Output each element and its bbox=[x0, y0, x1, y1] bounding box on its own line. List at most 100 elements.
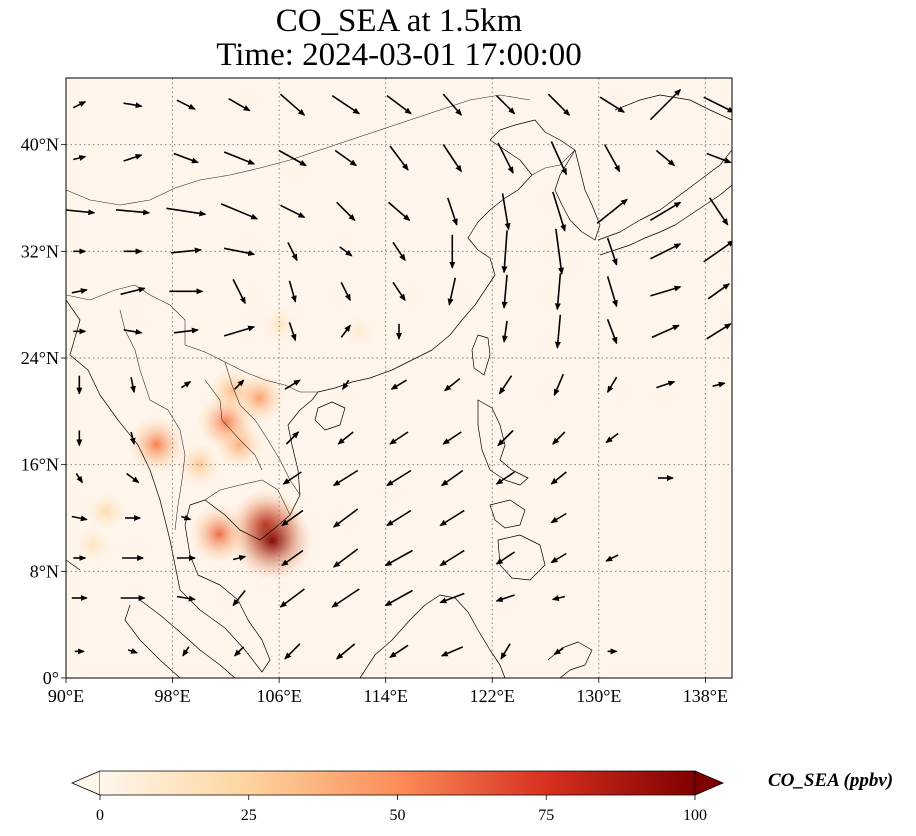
wind-arrow bbox=[605, 432, 619, 444]
wind-arrow bbox=[337, 431, 354, 445]
coastline-borneo bbox=[359, 594, 506, 678]
co-hotspot bbox=[197, 393, 255, 451]
coastline-taiwan bbox=[471, 334, 491, 376]
wind-arrow bbox=[495, 471, 516, 485]
wind-arrow bbox=[342, 379, 350, 390]
longitude-ticks: 90°E 98°E 106°E 114°E 122°E 130°E 138°E bbox=[48, 678, 728, 706]
wind-arrow bbox=[440, 646, 464, 657]
wind-arrow bbox=[498, 375, 513, 395]
lon-tick-label: 90°E bbox=[48, 686, 84, 706]
wind-arrow bbox=[340, 324, 351, 338]
lon-tick-label: 106°E bbox=[257, 686, 302, 706]
coastline-sumatra-west bbox=[66, 559, 81, 571]
wind-arrow bbox=[554, 273, 562, 311]
wind-arrow bbox=[442, 93, 462, 116]
lat-tick-label: 40°N bbox=[21, 135, 59, 155]
wind-arrow bbox=[497, 429, 514, 447]
colorbar-extend-min bbox=[70, 770, 101, 796]
wind-arrow bbox=[439, 549, 465, 567]
latitude-ticks: 0° 8°N 16°N 24°N 32°N 40°N bbox=[21, 135, 66, 688]
coastline-sumatra bbox=[124, 599, 236, 678]
border-india-myanmar bbox=[119, 309, 151, 401]
wind-arrow bbox=[495, 95, 516, 115]
wind-arrow bbox=[176, 595, 196, 602]
wind-arrow bbox=[279, 588, 305, 608]
wind-arrow bbox=[389, 431, 409, 445]
wind-arrow bbox=[596, 198, 628, 224]
wind-arrow bbox=[282, 471, 302, 485]
wind-arrow bbox=[127, 648, 139, 654]
co-hotspot bbox=[74, 526, 111, 563]
coastline-indochina bbox=[66, 299, 319, 673]
colorbar: 0 25 50 75 100 bbox=[70, 770, 725, 824]
wind-arrow bbox=[332, 548, 359, 568]
wind-arrow bbox=[232, 278, 246, 305]
coastline-korea bbox=[554, 149, 601, 241]
wind-arrow bbox=[234, 379, 245, 390]
lat-tick-label: 32°N bbox=[21, 241, 59, 261]
wind-arrow bbox=[126, 472, 140, 484]
wind-arrow bbox=[224, 247, 256, 257]
wind-arrow bbox=[555, 228, 565, 275]
wind-arrow bbox=[501, 193, 511, 231]
wind-arrow bbox=[392, 241, 406, 262]
wind-arrow bbox=[389, 644, 409, 658]
lon-tick-label: 122°E bbox=[470, 686, 515, 706]
wind-arrow bbox=[554, 314, 562, 349]
wind-arrow bbox=[182, 646, 190, 657]
wind-arrow bbox=[501, 320, 508, 343]
wind-arrow bbox=[712, 381, 726, 388]
wind-arrow bbox=[650, 243, 682, 260]
wind-arrow bbox=[123, 102, 143, 109]
wind-arrow bbox=[120, 286, 146, 296]
wind-arrow bbox=[599, 96, 625, 113]
wind-arrow bbox=[387, 201, 411, 221]
coastline-sulawesi bbox=[547, 641, 593, 678]
colorbar-tick-label: 50 bbox=[390, 807, 406, 824]
wind-arrow bbox=[288, 322, 297, 342]
border-laos-vietnam bbox=[224, 361, 301, 496]
wind-arrow bbox=[603, 144, 621, 173]
lon-tick-label: 138°E bbox=[683, 686, 728, 706]
wind-arrow bbox=[332, 508, 359, 528]
wind-arrow bbox=[173, 152, 199, 164]
co-hotspot bbox=[342, 314, 376, 348]
colorbar-body bbox=[100, 771, 695, 795]
wind-arrow bbox=[170, 247, 202, 254]
coastline-hainan bbox=[314, 401, 346, 431]
wind-arrow bbox=[386, 469, 412, 487]
wind-arrow bbox=[709, 197, 729, 226]
wind-arrow bbox=[223, 151, 256, 165]
wind-vectors bbox=[66, 88, 732, 660]
wind-arrow bbox=[550, 141, 568, 176]
wind-arrow bbox=[285, 431, 300, 445]
wind-arrow bbox=[649, 201, 682, 222]
wind-arrow bbox=[703, 96, 732, 113]
wind-arrow bbox=[389, 145, 409, 171]
wind-arrow bbox=[443, 378, 461, 392]
wind-arrow bbox=[336, 201, 356, 222]
wind-arrow bbox=[278, 149, 307, 167]
wind-arrow bbox=[176, 99, 196, 110]
co-hotspot bbox=[261, 306, 298, 343]
wind-arrow bbox=[334, 149, 358, 167]
wind-arrow bbox=[440, 469, 464, 487]
wind-arrow bbox=[707, 283, 730, 300]
wind-arrow bbox=[442, 431, 462, 445]
wind-arrow bbox=[279, 93, 306, 116]
wind-arrow bbox=[129, 431, 136, 445]
lat-tick-label: 24°N bbox=[21, 348, 59, 368]
wind-arrow bbox=[495, 551, 516, 565]
wind-arrow bbox=[447, 197, 458, 226]
lon-tick-label: 130°E bbox=[576, 686, 621, 706]
wind-arrow bbox=[280, 204, 306, 219]
wind-arrow bbox=[73, 155, 87, 161]
coastline-china-south bbox=[317, 119, 576, 393]
wind-arrow bbox=[550, 471, 567, 485]
colorbar-tick-label: 100 bbox=[683, 807, 707, 824]
wind-arrow bbox=[656, 380, 676, 389]
wind-arrow bbox=[71, 288, 88, 294]
wind-arrow bbox=[123, 154, 143, 162]
lat-tick-label: 8°N bbox=[30, 561, 59, 581]
coastline-luzon bbox=[477, 399, 529, 486]
